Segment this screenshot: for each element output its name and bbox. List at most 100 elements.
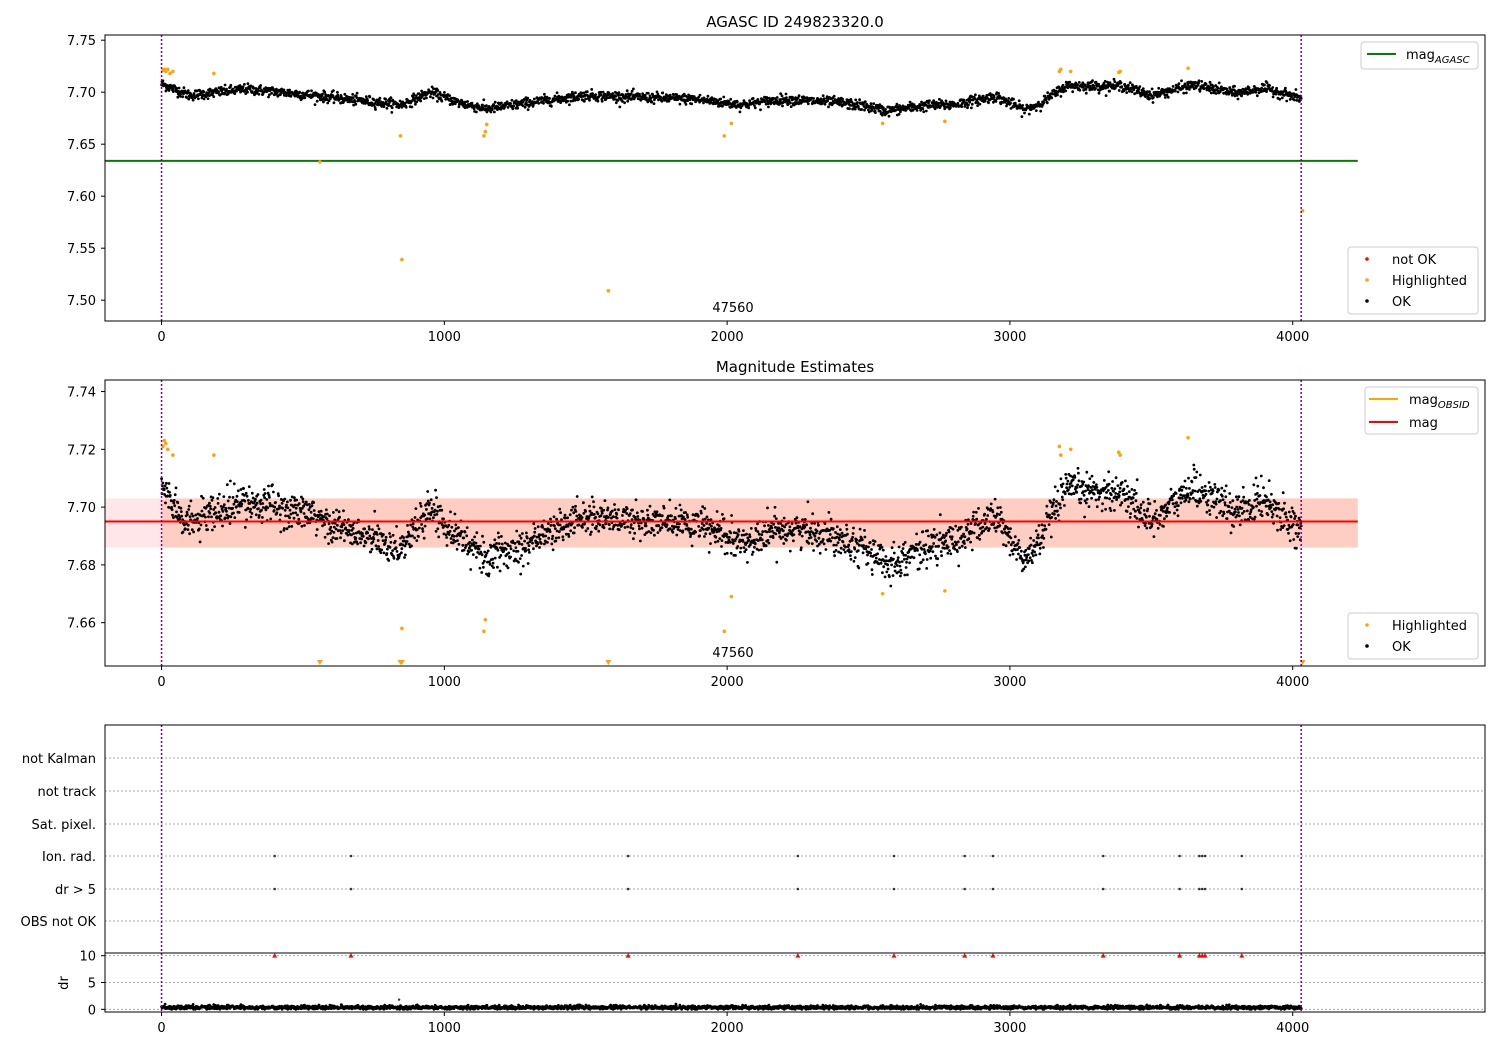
ok-point	[600, 511, 604, 515]
ok-point	[994, 100, 998, 103]
ok-point	[445, 544, 449, 547]
ok-point	[1068, 80, 1072, 84]
ok-point	[617, 528, 621, 532]
ok-point	[1128, 81, 1132, 84]
ok-point	[1174, 492, 1178, 495]
ok-point	[1042, 101, 1046, 105]
ok-point	[1125, 510, 1129, 513]
ok-point	[975, 517, 979, 521]
ok-point	[370, 547, 374, 551]
ok-point	[335, 537, 339, 540]
ok-point	[847, 543, 851, 547]
ok-point	[263, 496, 266, 500]
ok-point	[1294, 88, 1298, 91]
ok-point	[800, 534, 804, 538]
ok-point	[785, 538, 788, 542]
ok-point	[1106, 489, 1110, 492]
ok-point	[747, 106, 751, 110]
ok-point	[398, 99, 402, 103]
ok-point	[742, 546, 746, 549]
ok-point	[257, 92, 261, 96]
ok-point	[1176, 90, 1180, 94]
ok-point	[275, 87, 278, 91]
ok-point	[532, 547, 535, 551]
ok-point	[970, 548, 974, 552]
ok-point	[661, 91, 665, 95]
ok-point	[602, 526, 606, 530]
ok-point	[325, 508, 328, 512]
ok-point	[838, 528, 842, 531]
ok-point	[970, 102, 974, 106]
ok-point	[809, 526, 812, 530]
ok-point	[883, 575, 887, 579]
ok-point	[1130, 488, 1134, 491]
ok-point	[528, 551, 531, 554]
ok-point	[597, 529, 601, 533]
ok-point	[618, 105, 622, 109]
ok-point	[496, 565, 499, 569]
ok-point	[261, 516, 264, 519]
ok-point	[366, 531, 369, 535]
ok-point	[217, 86, 221, 90]
ok-point	[1056, 489, 1060, 493]
ok-point	[813, 534, 817, 538]
ok-point	[963, 535, 967, 539]
ok-point	[880, 546, 884, 549]
ok-point	[898, 560, 901, 564]
ok-point	[736, 545, 740, 548]
ok-point	[551, 548, 555, 552]
ok-point	[870, 108, 874, 112]
ok-point	[966, 522, 970, 526]
ok-point	[1056, 509, 1059, 513]
ok-point	[746, 561, 749, 564]
ok-point	[1155, 517, 1159, 521]
ok-point	[833, 554, 836, 558]
ok-point	[862, 102, 865, 106]
ok-point	[856, 101, 859, 104]
ok-point	[851, 535, 854, 539]
ok-point	[421, 530, 425, 533]
ok-point	[751, 97, 755, 100]
ok-point	[198, 540, 202, 544]
ok-point	[186, 528, 190, 531]
ok-point	[348, 100, 352, 104]
ok-point	[844, 545, 847, 549]
ok-point	[656, 531, 660, 534]
ok-point	[1021, 561, 1025, 565]
ok-point	[1271, 95, 1275, 99]
ok-point	[575, 495, 579, 498]
ok-point	[513, 542, 517, 545]
ok-point	[935, 533, 939, 537]
ok-point	[287, 525, 291, 528]
ok-point	[683, 518, 687, 521]
ok-point	[443, 91, 446, 94]
ok-point	[1134, 509, 1137, 513]
ok-point	[714, 540, 717, 544]
ok-point	[1109, 493, 1113, 497]
ok-point	[670, 514, 673, 518]
ok-point	[387, 102, 391, 105]
ok-point	[537, 101, 541, 105]
ok-point	[1118, 486, 1122, 490]
ok-point	[213, 506, 217, 509]
ok-point	[544, 534, 548, 538]
ok-point	[1163, 96, 1167, 99]
ok-point	[1064, 473, 1068, 476]
ok-point	[1100, 509, 1104, 513]
ok-point	[869, 551, 872, 555]
ok-point	[267, 484, 270, 488]
ok-point	[847, 548, 851, 551]
ok-point	[569, 529, 573, 533]
ok-point	[429, 498, 433, 502]
ok-point	[858, 98, 861, 102]
ok-point	[710, 524, 713, 528]
ok-point	[881, 113, 884, 117]
ok-point	[958, 546, 961, 550]
ok-point	[608, 527, 612, 531]
ok-point	[1179, 501, 1183, 505]
ok-point	[626, 525, 630, 529]
ok-point	[1298, 100, 1301, 103]
ok-point	[519, 572, 523, 576]
ok-point	[1128, 516, 1132, 519]
ok-point	[486, 549, 490, 553]
